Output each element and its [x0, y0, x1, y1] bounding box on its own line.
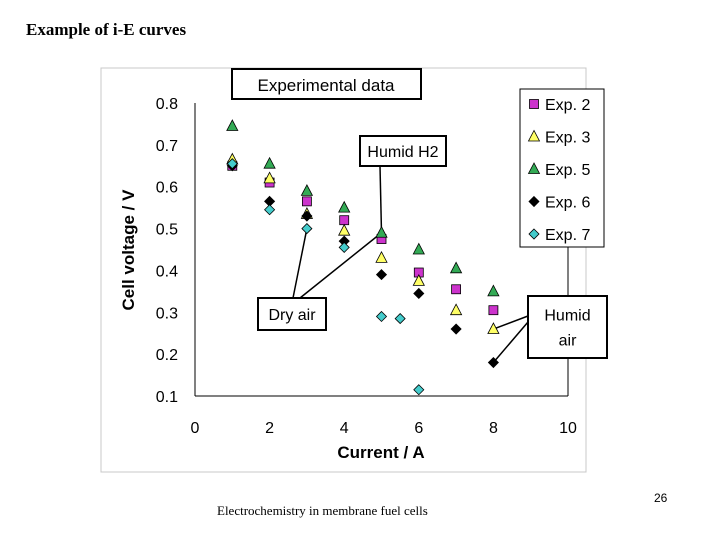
legend-marker: [528, 228, 540, 240]
data-point-exp-7: [301, 223, 313, 235]
x-tick-label: 4: [340, 420, 349, 437]
y-tick-label: 0.2: [156, 347, 178, 364]
legend-label: Exp. 6: [545, 195, 590, 212]
y-tick-label: 0.6: [156, 180, 178, 197]
data-point-exp-7: [264, 204, 276, 216]
y-tick-labels: 0.1 0.2 0.3 0.4 0.5 0.6 0.7 0.8: [156, 96, 178, 406]
y-tick-label: 0.8: [156, 96, 178, 113]
slide-title: Example of i-E curves: [26, 20, 187, 39]
annotation-box: [359, 135, 447, 167]
data-point-exp-5: [375, 225, 388, 238]
annotation-leader-line: [292, 228, 308, 299]
annotation-leader-line: [493, 315, 529, 330]
data-point-exp-3: [449, 303, 463, 316]
annotation-box: [257, 297, 327, 331]
data-points: [226, 119, 500, 396]
legend-marker: [527, 162, 541, 174]
data-point-exp-7: [338, 241, 350, 253]
legend-marker: [527, 129, 541, 142]
data-point-exp-2: [339, 215, 350, 226]
data-point-exp-5: [300, 184, 314, 196]
chart-title-box: Experimental data: [231, 68, 422, 100]
annotation-leader-line: [379, 165, 383, 233]
annotation-label: Humid H2: [367, 144, 438, 161]
x-tick-label: 2: [265, 420, 274, 437]
legend: Exp. 2 Exp. 3 Exp. 5 Exp. 6 Exp. 7: [519, 88, 605, 248]
page-number: 26: [654, 491, 668, 505]
y-tick-label: 0.5: [156, 222, 178, 239]
legend-label: Exp. 7: [545, 227, 590, 244]
x-axis-label: Current / A: [337, 443, 424, 462]
legend-label: Exp. 3: [545, 130, 590, 147]
annotation-label: air: [559, 333, 577, 350]
data-point-exp-3: [412, 274, 425, 286]
y-axis-label: Cell voltage / V: [119, 189, 138, 311]
data-point-exp-3: [263, 171, 276, 184]
data-point-exp-6: [375, 269, 388, 281]
annotation-leaders: [292, 165, 529, 364]
data-point-exp-3: [338, 223, 351, 236]
x-tick-label: 0: [191, 420, 200, 437]
annotation-label: Dry air: [268, 307, 316, 324]
data-point-exp-7: [226, 158, 238, 170]
data-point-exp-3: [375, 251, 388, 263]
data-point-exp-7: [375, 310, 388, 323]
annotations: Humid H2 Dry air Humid air: [257, 135, 608, 359]
legend-label: Exp. 5: [545, 162, 590, 179]
legend-marker: [528, 195, 540, 208]
data-point-exp-7: [413, 384, 425, 396]
data-point-exp-2: [301, 196, 312, 207]
data-point-exp-2: [451, 284, 462, 295]
data-point-exp-3: [487, 322, 500, 334]
chart-title: Experimental data: [257, 76, 395, 95]
x-tick-labels: 0 2 4 6 8 10: [191, 420, 577, 437]
footer-text: Electrochemistry in membrane fuel cells: [217, 503, 428, 518]
annotation-leader-line: [492, 321, 529, 364]
annotation-label: Humid: [544, 308, 590, 325]
data-point-exp-5: [226, 119, 239, 131]
legend-marker: [529, 99, 539, 109]
y-tick-label: 0.4: [156, 263, 178, 280]
y-tick-label: 0.7: [156, 138, 178, 155]
y-tick-label: 0.3: [156, 305, 178, 322]
legend-label: Exp. 2: [545, 97, 590, 114]
data-point-exp-7: [394, 312, 406, 325]
data-point-exp-5: [338, 200, 351, 213]
data-point-exp-5: [449, 261, 463, 274]
chart-frame: [100, 67, 587, 473]
chart-title-border: [231, 68, 422, 100]
annotation-box: [527, 295, 608, 359]
data-point-exp-2: [488, 305, 499, 316]
data-point-exp-5: [263, 156, 276, 169]
x-tick-label: 8: [489, 420, 498, 437]
data-point-exp-6: [487, 356, 499, 369]
data-point-exp-5: [412, 242, 425, 255]
x-tick-label: 6: [414, 420, 423, 437]
data-point-exp-6: [450, 323, 462, 335]
y-tick-label: 0.1: [156, 389, 178, 406]
data-point-exp-6: [301, 210, 313, 222]
x-tick-label: 10: [559, 420, 577, 437]
data-point-exp-6: [413, 287, 425, 300]
data-point-exp-5: [487, 284, 500, 297]
annotation-leader-line: [299, 232, 382, 299]
